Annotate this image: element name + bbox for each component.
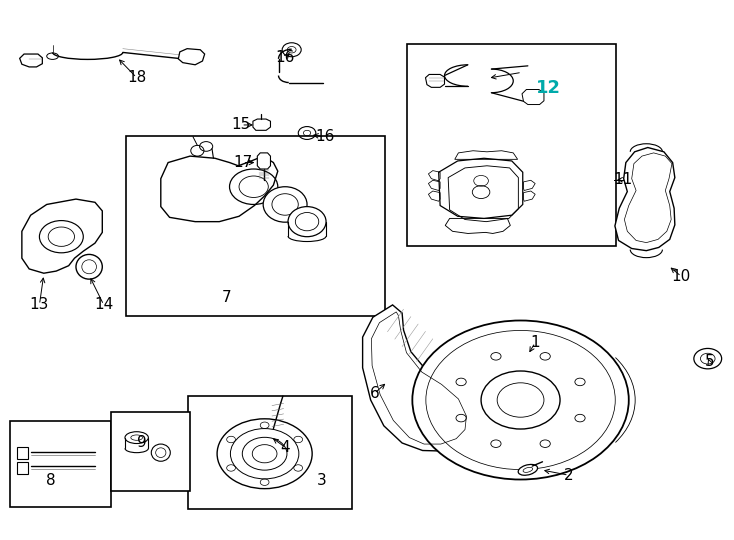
Text: 14: 14 bbox=[94, 298, 113, 313]
Text: 4: 4 bbox=[280, 440, 290, 455]
Text: 12: 12 bbox=[536, 79, 561, 97]
Polygon shape bbox=[253, 119, 270, 130]
Polygon shape bbox=[439, 158, 523, 218]
Polygon shape bbox=[522, 90, 544, 105]
Text: 8: 8 bbox=[46, 473, 56, 488]
Ellipse shape bbox=[264, 187, 307, 222]
Text: 1: 1 bbox=[531, 335, 540, 350]
Bar bbox=[188, 396, 352, 509]
Text: 2: 2 bbox=[564, 468, 574, 483]
Polygon shape bbox=[18, 447, 29, 459]
Circle shape bbox=[217, 419, 312, 489]
Text: 17: 17 bbox=[233, 155, 252, 170]
Polygon shape bbox=[258, 153, 270, 169]
Circle shape bbox=[413, 321, 629, 480]
Polygon shape bbox=[426, 75, 445, 87]
Text: 11: 11 bbox=[614, 172, 633, 187]
Polygon shape bbox=[178, 49, 205, 65]
Polygon shape bbox=[161, 156, 277, 221]
Text: 3: 3 bbox=[317, 473, 327, 488]
Ellipse shape bbox=[125, 431, 148, 443]
Ellipse shape bbox=[518, 464, 537, 475]
Ellipse shape bbox=[76, 254, 102, 279]
Polygon shape bbox=[615, 147, 675, 251]
Polygon shape bbox=[18, 462, 29, 474]
Circle shape bbox=[481, 371, 560, 429]
Polygon shape bbox=[20, 54, 43, 67]
Text: 15: 15 bbox=[232, 118, 251, 132]
Ellipse shape bbox=[47, 53, 59, 59]
Text: 16: 16 bbox=[275, 50, 295, 65]
Polygon shape bbox=[22, 199, 102, 273]
Bar bbox=[10, 422, 111, 508]
Polygon shape bbox=[363, 305, 474, 451]
Text: 7: 7 bbox=[222, 291, 231, 306]
Text: 6: 6 bbox=[369, 386, 379, 401]
Text: 10: 10 bbox=[672, 269, 691, 284]
Circle shape bbox=[694, 348, 722, 369]
Ellipse shape bbox=[151, 444, 170, 461]
Ellipse shape bbox=[288, 207, 326, 237]
Text: 9: 9 bbox=[137, 435, 147, 450]
Bar bbox=[111, 413, 190, 491]
Text: 5: 5 bbox=[705, 354, 714, 369]
Bar bbox=[407, 44, 616, 246]
Text: 13: 13 bbox=[29, 298, 49, 313]
Text: 16: 16 bbox=[315, 129, 334, 144]
Bar bbox=[126, 136, 385, 316]
Text: 18: 18 bbox=[127, 70, 146, 85]
